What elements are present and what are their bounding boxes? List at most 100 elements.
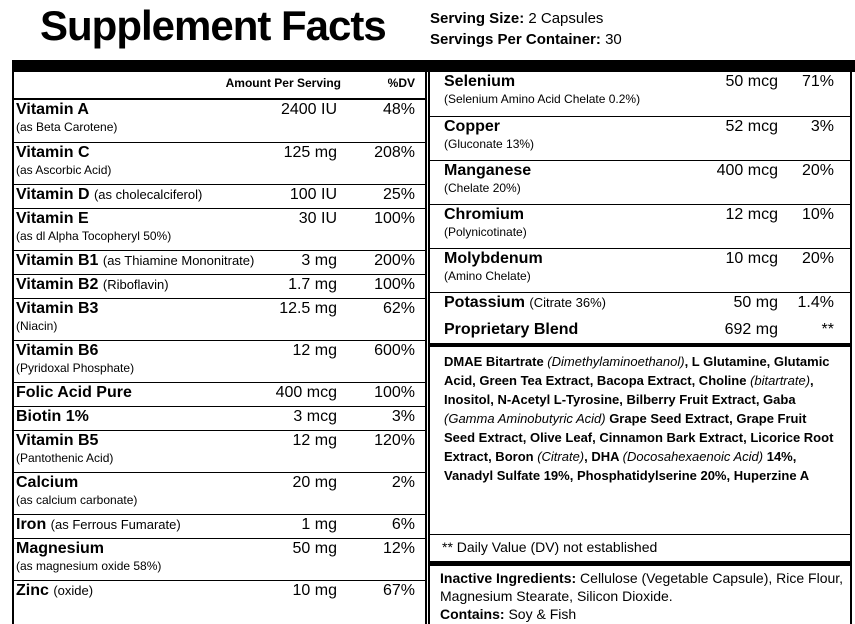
- nutrient-row: Vitamin D (as cholecalciferol) 100 IU 25%: [14, 184, 425, 208]
- name: Copper: [444, 118, 500, 135]
- name: Folic Acid Pure: [16, 384, 132, 401]
- name: Vitamin B2: [16, 276, 99, 293]
- contains: Contains: Soy & Fish: [440, 605, 845, 623]
- nutrient-name: Vitamin B5: [16, 432, 98, 450]
- nutrient-row: Vitamin C (as Ascorbic Acid) 125 mg 208%: [14, 142, 425, 184]
- daily-value: 120%: [374, 432, 415, 449]
- name: Vitamin E: [16, 210, 89, 227]
- name: Vitamin D: [16, 186, 90, 203]
- daily-value: 100%: [374, 210, 415, 227]
- daily-value: 208%: [374, 144, 415, 161]
- nutrient-row: Vitamin B5 (Pantothenic Acid) 12 mg 120%: [14, 430, 425, 472]
- inactive-ingredients: Inactive Ingredients: Cellulose (Vegetab…: [440, 569, 845, 605]
- amount: 12 mcg: [725, 206, 778, 223]
- nutrient-note: (as calcium carbonate): [16, 493, 138, 507]
- proprietary-blend-row: Proprietary Blend 692 mg **: [430, 317, 850, 347]
- nutrient-name: Vitamin B1 (as Thiamine Mononitrate): [16, 252, 254, 270]
- nutrient-note: (as Ascorbic Acid): [16, 163, 112, 177]
- nutrient-name: Calcium: [16, 474, 78, 492]
- daily-value: 62%: [382, 300, 415, 317]
- ingredient-text: DMAE Bitartrate: [444, 354, 548, 369]
- ingredient-text: (Dimethylaminoethanol): [547, 354, 685, 369]
- name: Potassium: [444, 294, 525, 311]
- name: Vitamin B5: [16, 432, 99, 449]
- daily-value: 67%: [382, 582, 415, 599]
- amount: 1 mg: [301, 516, 337, 533]
- nutrient-row: Biotin 1% 3 mcg 3%: [14, 406, 425, 430]
- label: Contains:: [440, 606, 505, 622]
- nutrient-name: Potassium (Citrate 36%): [444, 294, 606, 312]
- amount: 692 mg: [724, 321, 778, 338]
- amount: 3 mg: [301, 252, 337, 269]
- nutrient-name: Selenium: [444, 73, 515, 91]
- nutrient-name: Vitamin B3: [16, 300, 98, 318]
- name: Molybdenum: [444, 250, 543, 267]
- value: 2 Capsules: [528, 10, 604, 27]
- ingredient-text: , DHA: [584, 449, 623, 464]
- column-header: Amount Per Serving: [225, 76, 341, 90]
- nutrient-row: Vitamin B1 (as Thiamine Mononitrate) 3 mg…: [14, 250, 425, 274]
- amount: 12 mg: [292, 342, 337, 359]
- nutrient-row: Copper (Gluconate 13%) 52 mcg 3%: [430, 116, 850, 160]
- nutrient-row: Vitamin B6 (Pyridoxal Phosphate) 12 mg 600%: [14, 340, 425, 382]
- nutrient-note: (Gluconate 13%): [444, 137, 535, 151]
- amount: 50 mg: [292, 540, 337, 557]
- daily-value: 20%: [801, 250, 834, 267]
- nutrient-note: (as dl Alpha Tocopheryl 50%): [16, 229, 172, 243]
- nutrient-name: Molybdenum: [444, 250, 543, 268]
- divider-bar: [12, 60, 855, 72]
- amount: 10 mcg: [725, 250, 778, 267]
- nutrient-note: (Polynicotinate): [444, 225, 527, 239]
- daily-value: 3%: [810, 118, 834, 135]
- inline-note: (as cholecalciferol): [93, 187, 203, 202]
- text: Soy & Fish: [508, 606, 577, 622]
- amount: 50 mg: [733, 294, 778, 311]
- rows: Selenium (Selenium Amino Acid Chelate 0.2…: [430, 72, 850, 317]
- daily-value: 3%: [391, 408, 415, 425]
- nutrient-name: Vitamin C: [16, 144, 90, 162]
- ingredient-text: 14%, Vanadyl Sulfate 19%, Phosphatidylse…: [444, 449, 810, 483]
- daily-value: 600%: [374, 342, 415, 359]
- label: Servings Per Container:: [430, 31, 601, 48]
- right-table: Selenium (Selenium Amino Acid Chelate 0.2…: [428, 72, 852, 624]
- name: Magnesium: [16, 540, 105, 557]
- nutrient-row: Calcium (as calcium carbonate) 20 mg 2%: [14, 472, 425, 514]
- inline-note: (Citrate 36%): [529, 295, 606, 310]
- serving-size: Serving Size: 2 Capsules: [430, 10, 603, 27]
- nutrient-name: Manganese: [444, 162, 531, 180]
- column-headers: Amount Per Serving %DV: [14, 72, 425, 100]
- daily-value: 100%: [374, 276, 415, 293]
- amount: 125 mg: [283, 144, 337, 161]
- title: Supplement Facts: [40, 2, 387, 49]
- amount: 100 IU: [289, 186, 337, 203]
- ingredient-text: , Inositol, N-Acetyl L-Tyrosine, Bilberr…: [444, 373, 818, 407]
- amount: 52 mcg: [725, 118, 778, 135]
- amount: 12.5 mg: [279, 300, 337, 317]
- name: Vitamin A: [16, 101, 89, 118]
- nutrient-row: Vitamin A (as Beta Carotene) 2400 IU 48%: [14, 100, 425, 142]
- nutrient-row: Selenium (Selenium Amino Acid Chelate 0.2…: [430, 72, 850, 116]
- ingredient-text: (bitartrate): [750, 373, 811, 388]
- daily-value: 20%: [801, 162, 834, 179]
- nutrient-row: Potassium (Citrate 36%) 50 mg 1.4%: [430, 292, 850, 317]
- nutrient-row: Molybdenum (Amino Chelate) 10 mcg 20%: [430, 248, 850, 292]
- inline-note: (as Thiamine Mononitrate): [102, 253, 255, 268]
- nutrient-name: Biotin 1%: [16, 408, 89, 426]
- nutrient-name: Chromium: [444, 206, 524, 224]
- nutrient-note: (Pantothenic Acid): [16, 451, 114, 465]
- value: 30: [605, 31, 622, 48]
- inline-note: (oxide): [53, 583, 94, 598]
- nutrient-row: Vitamin B3 (Niacin) 12.5 mg 62%: [14, 298, 425, 340]
- ingredient-text: (Docosahexaenoic Acid): [622, 449, 764, 464]
- label: Inactive Ingredients:: [440, 570, 577, 586]
- text: Cellulose (Vegetable Capsule), Rice Flou…: [440, 570, 844, 604]
- nutrient-row: Zinc (oxide) 10 mg 67%: [14, 580, 425, 604]
- nutrient-row: Vitamin B2 (Riboflavin) 1.7 mg 100%: [14, 274, 425, 298]
- nutrient-note: (as magnesium oxide 58%): [16, 559, 162, 573]
- nutrient-note: (Amino Chelate): [444, 269, 531, 283]
- daily-value: **: [821, 321, 834, 338]
- nutrient-name: Vitamin E: [16, 210, 89, 228]
- column-header: %DV: [387, 76, 415, 90]
- nutrient-row: Manganese (Chelate 20%) 400 mcg 20%: [430, 160, 850, 204]
